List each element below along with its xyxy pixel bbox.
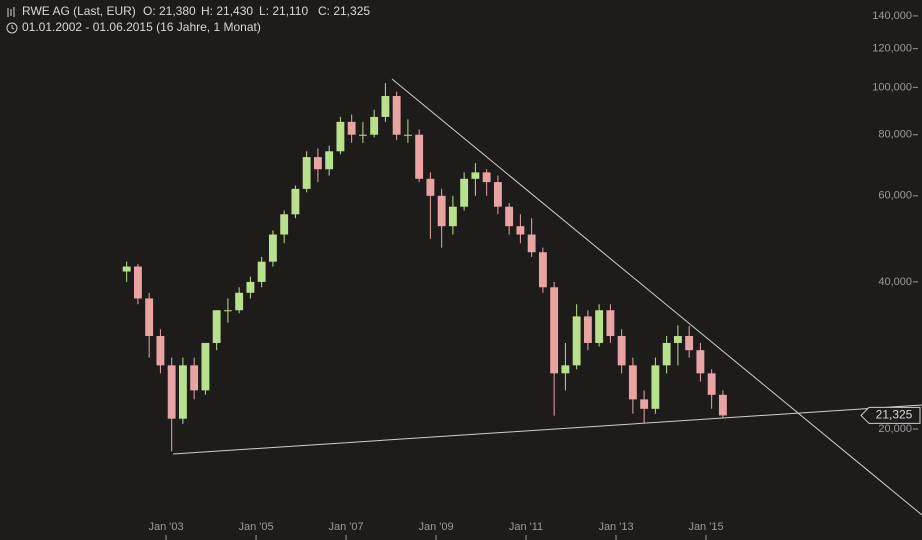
candle-body <box>313 157 322 170</box>
last-price-marker <box>860 406 921 424</box>
candle-body <box>223 310 232 312</box>
x-tick-label: Jan '09 <box>418 521 453 533</box>
candle-body <box>336 121 345 152</box>
chart-type-icon <box>7 7 15 17</box>
candle-body <box>302 157 311 189</box>
plot: 20,000 40,000 60,000 80,000 100,000 120,000 14… <box>122 10 921 540</box>
candle-body <box>212 310 221 343</box>
candle-body <box>190 365 199 391</box>
candle-body <box>606 310 615 337</box>
candle-body <box>437 195 446 227</box>
candle-body <box>662 342 671 366</box>
y-tick-label: 140,000 <box>872 10 912 22</box>
candle-body <box>167 365 176 419</box>
chart-title: RWE AG (Last, EUR) <box>22 4 136 18</box>
candle-body <box>482 172 491 183</box>
candle-body <box>685 336 694 351</box>
candle-body <box>617 336 626 366</box>
clock-icon <box>6 22 18 34</box>
candle-body <box>156 336 165 366</box>
x-tick-label: Jan '05 <box>238 521 273 533</box>
candle-body <box>178 365 187 419</box>
x-tick-label: Jan '03 <box>148 521 183 533</box>
candle-body <box>696 350 705 374</box>
x-tick-label: Jan '13 <box>598 521 633 533</box>
candle-body <box>460 178 469 207</box>
candle-body <box>628 365 637 400</box>
candle-body <box>538 252 547 288</box>
candle-body <box>268 234 277 262</box>
ohlc-high: H: 21,430 <box>201 4 253 18</box>
candle-body <box>651 365 660 409</box>
y-tick-label: 40,000 <box>878 276 912 288</box>
candle-body <box>595 310 604 343</box>
last-price-label: 21,325 <box>876 408 913 422</box>
resistance-trendline <box>391 78 922 516</box>
candle-body <box>415 134 424 179</box>
candle-body <box>235 292 244 311</box>
candle-body <box>448 206 457 227</box>
candle-body <box>392 96 401 135</box>
y-tick-label: 80,000 <box>878 129 912 141</box>
x-tick-label: Jan '15 <box>688 521 723 533</box>
ohlc-close: C: 21,325 <box>318 4 370 18</box>
candle-body <box>707 373 716 395</box>
y-tick-label: 120,000 <box>872 43 912 55</box>
candle-body <box>561 365 570 374</box>
y-tick-label: 100,000 <box>872 81 912 93</box>
candle-body <box>201 342 210 391</box>
candle-body <box>505 206 514 227</box>
x-tick-label: Jan '11 <box>509 521 543 533</box>
candle-body <box>370 116 379 135</box>
chart-subtitle: 01.01.2002 - 01.06.2015 (16 Jahre, 1 Mon… <box>22 20 261 34</box>
candle-body <box>381 96 390 117</box>
candle-body <box>280 214 289 235</box>
y-tick-label: 20,000 <box>878 423 912 435</box>
candle-body <box>358 134 367 136</box>
y-tick-label: 60,000 <box>878 190 912 202</box>
ohlc-open: O: 21,380 <box>143 4 196 18</box>
candle-body <box>145 298 154 337</box>
candle-body <box>347 121 356 135</box>
candle-body <box>291 188 300 215</box>
candle-body <box>673 336 682 343</box>
candle-body <box>550 287 559 374</box>
x-tick-label: Jan '07 <box>328 521 363 533</box>
candle-body <box>516 226 525 235</box>
candle-body <box>471 172 480 179</box>
candle-body <box>325 151 334 170</box>
candle-body <box>640 399 649 409</box>
ohlc-low: L: 21,110 <box>259 4 308 18</box>
candle-body <box>493 182 502 207</box>
support-trendline <box>172 404 922 455</box>
candle-body <box>426 178 435 196</box>
candle-body <box>133 266 142 299</box>
candle-body <box>572 316 581 366</box>
candle-body <box>246 281 255 293</box>
candle-body <box>122 266 131 272</box>
candle-body <box>718 394 727 416</box>
candle-body <box>527 234 536 253</box>
candle-body <box>257 261 266 282</box>
candle-body <box>583 316 592 343</box>
candle-body <box>403 134 412 136</box>
